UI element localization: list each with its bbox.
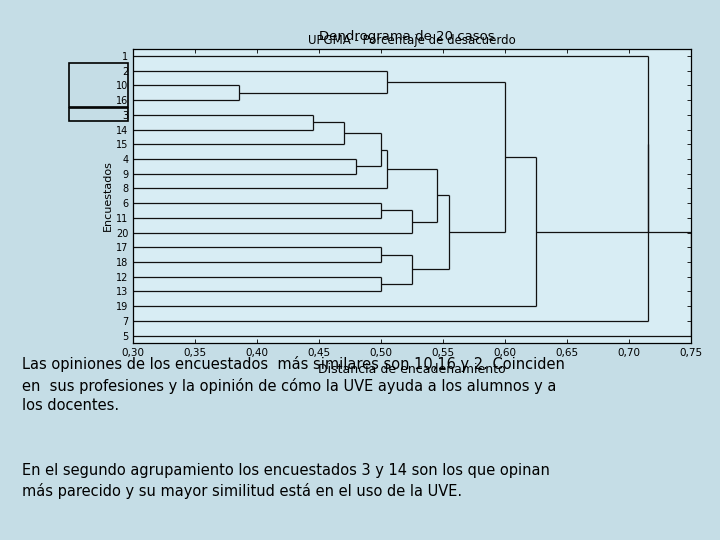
Title: UPGMA - Porcentaje de desacuerdo: UPGMA - Porcentaje de desacuerdo xyxy=(308,35,516,48)
Text: Las opiniones de los encuestados  más similares son 10,16 y 2. Coinciden
en  sus: Las opiniones de los encuestados más sim… xyxy=(22,356,564,414)
Y-axis label: Encuestados: Encuestados xyxy=(103,160,113,231)
Text: En el segundo agrupamiento los encuestados 3 y 14 son los que opinan
más parecid: En el segundo agrupamiento los encuestad… xyxy=(22,463,549,499)
X-axis label: Distancia de encadenamiento: Distancia de encadenamiento xyxy=(318,363,506,376)
Text: Dendrograma de 20 casos: Dendrograma de 20 casos xyxy=(319,30,495,43)
